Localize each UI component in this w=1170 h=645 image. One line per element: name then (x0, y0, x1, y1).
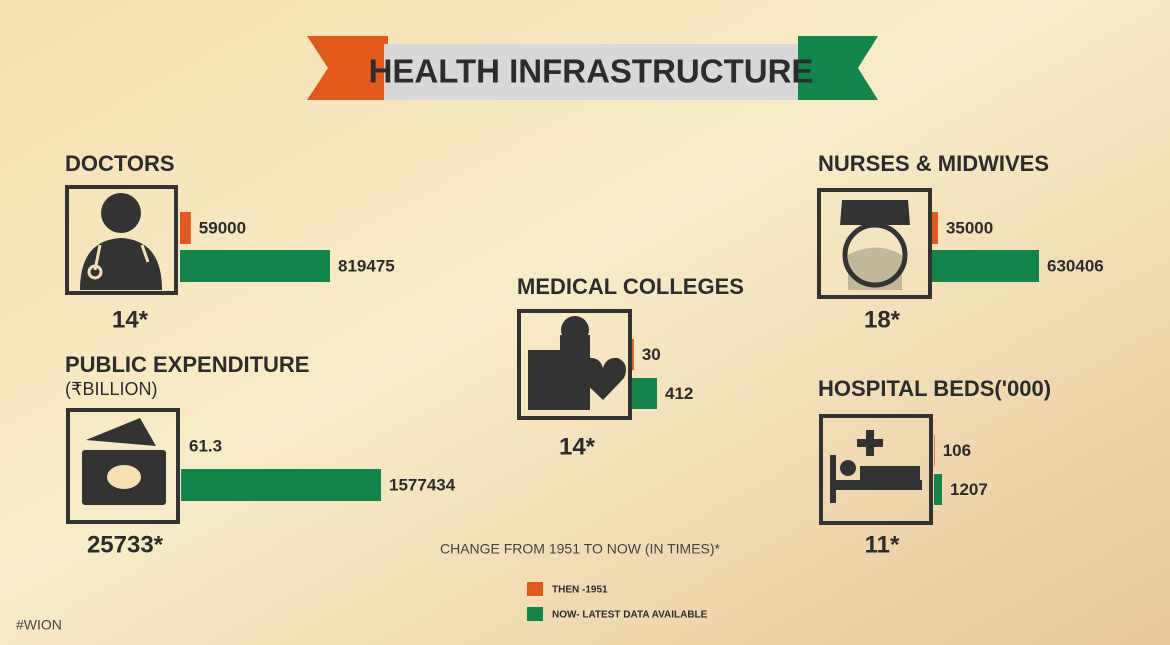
money-icon (66, 408, 180, 524)
value-label: 106 (943, 441, 971, 460)
value-label: 630406 (1047, 256, 1104, 275)
panel-title: MEDICAL COLLEGES (517, 274, 744, 299)
value-label: 35000 (946, 218, 993, 237)
change-note: CHANGE FROM 1951 TO NOW (IN TIMES)* (440, 541, 721, 557)
change-annotation: 14* (112, 306, 149, 333)
bar (181, 469, 381, 501)
hospital-icon (517, 309, 632, 420)
change-annotation: 25733* (87, 531, 164, 558)
panel-title: HOSPITAL BEDS('000) (818, 376, 1051, 401)
panel-title: NURSES & MIDWIVES (818, 151, 1049, 176)
bar (932, 212, 938, 244)
value-label: 30 (642, 345, 661, 364)
value-label: 819475 (338, 256, 395, 275)
bar (934, 474, 942, 505)
ribbon-left (307, 36, 388, 100)
bar (932, 250, 1039, 282)
title-box (384, 44, 798, 100)
change-annotation: 11* (865, 531, 900, 558)
bar (632, 339, 634, 370)
doctor-icon (65, 185, 178, 295)
nurse-icon (817, 188, 932, 299)
value-label: 1577434 (389, 475, 456, 494)
value-label: 1207 (950, 480, 988, 499)
change-annotation: 14* (559, 433, 596, 460)
legend-swatch (527, 607, 543, 621)
bar (180, 212, 191, 244)
source: #WION (16, 617, 62, 633)
value-label: 59000 (199, 218, 246, 237)
legend-label: NOW- LATEST DATA AVAILABLE (552, 610, 708, 621)
legend-label: THEN -1951 (552, 585, 608, 596)
value-label: 61.3 (189, 436, 222, 455)
bar (632, 378, 657, 409)
panel-subtitle: (₹BILLION) (65, 379, 157, 399)
value-label: 412 (665, 384, 693, 403)
page-title: HEALTH INFRASTRUCTURE (369, 53, 814, 90)
bar (180, 250, 330, 282)
ribbon-right (798, 36, 878, 100)
panel-title: PUBLIC EXPENDITURE (65, 352, 309, 377)
bar (934, 435, 935, 466)
bed-icon (819, 414, 933, 525)
panel-title: DOCTORS (65, 151, 175, 176)
legend-swatch (527, 582, 543, 596)
change-annotation: 18* (864, 306, 901, 333)
